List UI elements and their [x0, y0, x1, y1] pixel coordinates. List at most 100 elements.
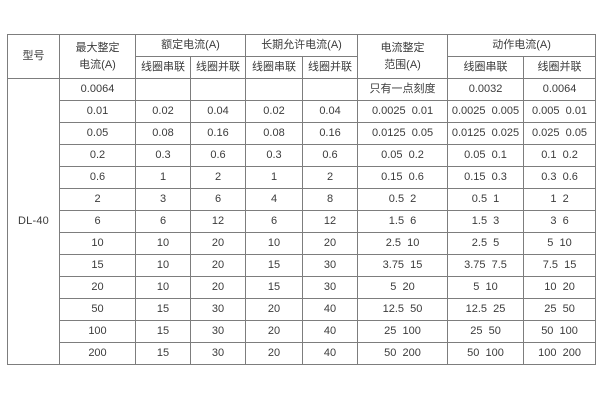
table-cell: 0.0064 [523, 78, 597, 101]
table-cell [302, 78, 359, 101]
table-cell: 2 [59, 188, 136, 211]
table-cell: 20 [245, 320, 304, 343]
table-cell: 25 100 [357, 320, 449, 343]
table-cell: 20 [189, 254, 247, 277]
table-cell: 1.5 3 [447, 210, 525, 233]
table-cell: 0.0125 0.025 [447, 122, 525, 145]
table-cell: 50 100 [447, 342, 525, 365]
table-cell: 0.6 [189, 144, 247, 167]
table-cell: 0.15 0.6 [357, 166, 449, 189]
table-row: 0.05 0.08 0.16 0.08 0.16 0.0125 0.05 0.0125 0.… [8, 122, 597, 145]
table-cell: 0.0125 0.05 [357, 122, 449, 145]
header-rated-coil-parallel: 线圈并联 [189, 56, 247, 79]
header-row-1: 型号 最大整定 电流(A) 额定电流(A) 长期允许电流(A) 电流整定 范围(… [7, 34, 597, 79]
table-cell: 25 50 [447, 320, 525, 343]
table-cell: 3.75 7.5 [447, 254, 525, 277]
table-cell: 12.5 50 [357, 298, 449, 321]
table-cell: 40 [302, 342, 359, 365]
header-op-coil-parallel: 线圈并联 [523, 56, 597, 79]
table-cell: 10 [135, 254, 191, 277]
table-cell: 2 [189, 166, 247, 189]
table-cell: 0.04 [189, 100, 247, 123]
table-cell: 0.0025 0.005 [447, 100, 525, 123]
table-cell: 20 [189, 232, 247, 255]
table-cell: 0.04 [302, 100, 359, 123]
table-row: 15 10 20 15 30 3.75 15 3.75 7.5 7.5 15 [8, 254, 597, 277]
table-row: 100 15 30 20 40 25 100 25 50 50 100 [8, 320, 597, 343]
table-cell: 0.05 [59, 122, 136, 145]
table-cell: 25 50 [523, 298, 597, 321]
header-max-setting-current: 最大整定 电流(A) [59, 34, 136, 79]
table-cell: 20 [59, 276, 136, 299]
header-rated-current: 额定电流(A) [134, 34, 247, 57]
table-cell: 0.05 0.2 [357, 144, 449, 167]
table-cell: 0.01 [59, 100, 136, 123]
table-row: 0.01 0.02 0.04 0.02 0.04 0.0025 0.01 0.0025 0.… [8, 100, 597, 123]
table-cell [189, 78, 247, 101]
table-cell: 1.5 6 [357, 210, 449, 233]
table-cell: 50 [59, 298, 136, 321]
table-cell: 0.05 0.1 [447, 144, 525, 167]
table-cell: 0.16 [189, 122, 247, 145]
header-long-term-current: 长期允许电流(A) [245, 34, 359, 57]
table-cell: 100 200 [523, 342, 597, 365]
table-cell: 0.0064 [59, 78, 136, 101]
table-cell: 0.6 [59, 166, 136, 189]
header-operating-current: 动作电流(A) [447, 34, 597, 57]
table-cell: 30 [189, 342, 247, 365]
table-cell: 3.75 15 [357, 254, 449, 277]
table-cell: 20 [302, 232, 359, 255]
table-cell: 40 [302, 320, 359, 343]
table-cell: 0.3 [135, 144, 191, 167]
table-cell: 10 [135, 232, 191, 255]
table-cell: 3 6 [523, 210, 597, 233]
table-cell: 10 [135, 276, 191, 299]
table-cell: 12 [189, 210, 247, 233]
header-long-coil-parallel: 线圈并联 [302, 56, 359, 79]
table-row: 200 15 30 20 40 50 200 50 100 100 200 [8, 342, 597, 365]
table-row: 20 10 20 15 30 5 20 5 10 10 20 [8, 276, 597, 299]
header-long-coil-series: 线圈串联 [245, 56, 304, 79]
table-cell: 15 [245, 254, 304, 277]
header-row-2: 线圈串联 线圈并联 线圈串联 线圈并联 线圈串联 线圈并联 [8, 56, 597, 79]
table-cell: 15 [135, 298, 191, 321]
table-body: DL-40 0.0064 只有一点刻度 0.0032 0.0064 0.01 0.02 0.0… [7, 78, 597, 365]
table-cell: 0.0032 [447, 78, 525, 101]
table-cell: 30 [302, 276, 359, 299]
header-op-coil-series: 线圈串联 [447, 56, 525, 79]
table-cell: 0.08 [245, 122, 304, 145]
table-cell: 2.5 10 [357, 232, 449, 255]
table-cell: 1 [245, 166, 304, 189]
table-cell: 5 10 [447, 276, 525, 299]
header-setting-range-line1: 电流整定 [380, 41, 425, 54]
table-cell: 2 [302, 166, 359, 189]
table-cell: 4 [245, 188, 304, 211]
table-row: 50 15 30 20 40 12.5 50 12.5 25 25 50 [8, 298, 597, 321]
table-cell: 6 [189, 188, 247, 211]
table-cell: 3 [135, 188, 191, 211]
table-cell: 5 10 [523, 232, 597, 255]
table-cell: 7.5 15 [523, 254, 597, 277]
table-cell: 0.5 2 [357, 188, 449, 211]
table-cell: 30 [302, 254, 359, 277]
table-cell: 0.15 0.3 [447, 166, 525, 189]
table-cell: 15 [135, 342, 191, 365]
table-cell: 30 [189, 320, 247, 343]
table-cell: 0.02 [135, 100, 191, 123]
table-cell [135, 78, 191, 101]
table-cell: 200 [59, 342, 136, 365]
table-row: DL-40 0.0064 只有一点刻度 0.0032 0.0064 [7, 78, 597, 365]
table-cell [245, 78, 304, 101]
table-cell: 30 [189, 298, 247, 321]
table-cell: 15 [135, 320, 191, 343]
table-cell: 0.5 1 [447, 188, 525, 211]
table-cell: 6 [135, 210, 191, 233]
table-cell: 15 [245, 276, 304, 299]
table-cell: 0.08 [135, 122, 191, 145]
table-cell: 40 [302, 298, 359, 321]
table-cell: 50 200 [357, 342, 449, 365]
header-setting-range: 电流整定 范围(A) [357, 34, 449, 79]
